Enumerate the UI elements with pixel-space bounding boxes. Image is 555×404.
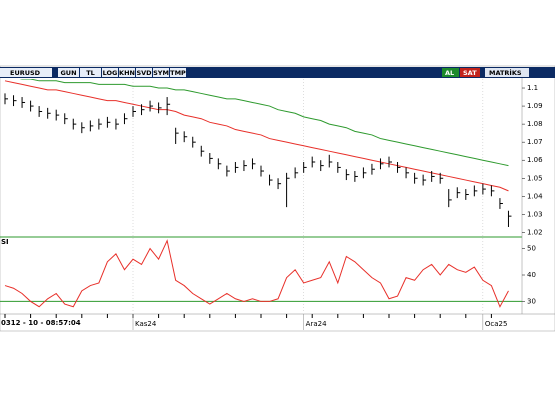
toolbar-button-label[interactable]: LOG — [103, 69, 118, 77]
toolbar-button-label[interactable]: TL — [86, 69, 95, 77]
y-tick-label: 1.03 — [527, 210, 543, 218]
panel-title: SI — [1, 238, 9, 246]
toolbar-button[interactable] — [80, 68, 101, 77]
symbol[interactable]: EURUSD — [10, 69, 41, 77]
toolbar-button-label[interactable]: GUN — [60, 69, 76, 77]
toolbar-button[interactable] — [58, 68, 79, 77]
toolbar-button-label[interactable]: SYM — [153, 69, 169, 77]
y-tick-label: 50 — [527, 245, 536, 253]
x-tick-label: Ara24 — [306, 320, 327, 328]
y-tick-label: 1.04 — [527, 192, 543, 200]
toolbar-bg — [0, 67, 555, 78]
toolbar-button[interactable] — [153, 68, 169, 77]
y-tick-label: 40 — [527, 271, 536, 279]
y-tick-label: 1.09 — [527, 102, 543, 110]
buy-button[interactable] — [442, 68, 459, 77]
toolbar: EURUSD AL SAT MATRİKS GUN TL LOG KHN SVD SYM T… — [0, 67, 555, 78]
toolbar-button-label[interactable]: KHN — [119, 69, 135, 77]
toolbar-button-label[interactable]: SVD — [136, 69, 152, 77]
toolbar-button[interactable] — [119, 68, 135, 77]
frame — [0, 65, 555, 332]
moving-average — [4, 80, 509, 192]
y-tick-label: 1.07 — [527, 138, 543, 146]
sell-button[interactable] — [460, 68, 480, 77]
x-tick-label: Oca25 — [485, 320, 508, 328]
brand-box — [485, 68, 529, 77]
toolbar-button[interactable] — [136, 68, 152, 77]
brand: MATRİKS — [489, 68, 522, 77]
rsi-line — [4, 239, 509, 308]
toolbar-button-label[interactable]: TMP — [170, 69, 186, 77]
y-tick-label: 1.08 — [527, 120, 543, 128]
x-tick-label: Kas24 — [135, 320, 157, 328]
sell-label[interactable]: SAT — [463, 69, 477, 77]
toolbar-button[interactable] — [170, 68, 186, 77]
toolbar-button[interactable] — [102, 68, 118, 77]
crosshair-info: 0312 - 10 - 08:57:04 — [1, 319, 81, 327]
y-tick-label: 1.1 — [527, 84, 538, 92]
y-tick-label: 1.02 — [527, 228, 543, 236]
moving-average — [19, 79, 509, 167]
y-tick-label: 30 — [527, 297, 536, 305]
y-tick-label: 1.06 — [527, 156, 543, 164]
y-tick-label: 1.05 — [527, 174, 543, 182]
symbol-box[interactable] — [0, 68, 52, 77]
buy-label[interactable]: AL — [445, 69, 454, 77]
